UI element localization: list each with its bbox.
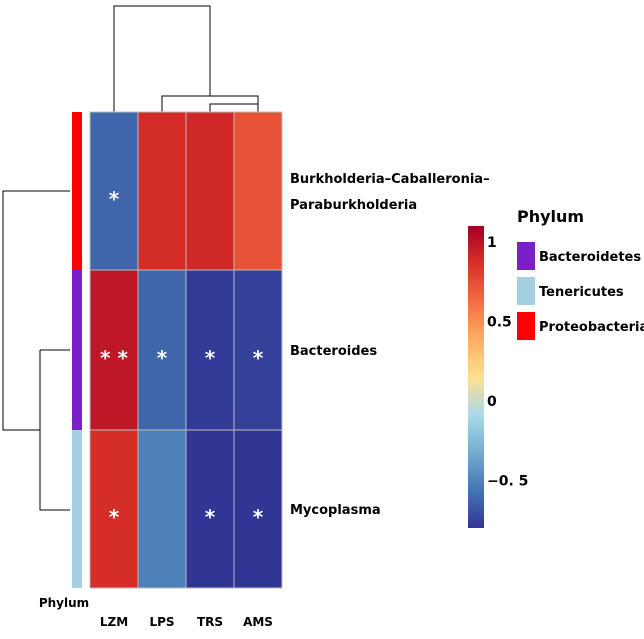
phylum-axis-label: Phylum xyxy=(39,596,89,610)
phylum-annotation-cell xyxy=(72,270,82,430)
legend-label: Proteobacteria xyxy=(539,320,644,335)
colorbar-ticks: 1 0.5 0 −0. 5 xyxy=(487,235,528,489)
legend-label: Bacteroidetes xyxy=(539,250,641,265)
phylum-annotation-cell xyxy=(72,430,82,588)
row-labels: Burkholderia–Caballeronia– Paraburkholder… xyxy=(290,172,490,518)
heatmap-cell xyxy=(89,429,139,589)
heatmap-cell xyxy=(233,429,283,589)
significance-mark: * * xyxy=(100,346,128,370)
significance-mark: * xyxy=(205,505,216,529)
row-dendrogram xyxy=(2,190,70,511)
significance-mark: * xyxy=(109,187,120,211)
phylum-legend: Phylum Bacteroidetes Tenericutes Proteobac… xyxy=(517,207,644,340)
significance-mark: * xyxy=(157,346,168,370)
heatmap-cells xyxy=(89,111,283,589)
row-label: Burkholderia–Caballeronia– xyxy=(290,172,490,187)
heatmap-cell xyxy=(89,269,139,431)
column-labels: LZM LPS TRS AMS xyxy=(100,615,273,629)
legend-label: Tenericutes xyxy=(539,285,624,300)
heatmap-cell xyxy=(89,111,139,271)
legend-swatch xyxy=(517,242,535,270)
row-label: Mycoplasma xyxy=(290,503,381,518)
significance-mark: * xyxy=(253,505,264,529)
heatmap-cell xyxy=(233,269,283,431)
heatmap-cell xyxy=(137,269,187,431)
column-dendrogram xyxy=(113,5,259,112)
row-label: Bacteroides xyxy=(290,344,377,359)
row-label: Paraburkholderia xyxy=(290,198,417,213)
colorbar: 1 0.5 0 −0. 5 xyxy=(468,226,528,528)
legend-title: Phylum xyxy=(517,207,584,226)
significance-mark: * xyxy=(109,505,120,529)
phylum-annotation-cell xyxy=(72,112,82,270)
heatmap-cell xyxy=(185,111,235,271)
heatmap-cell xyxy=(137,429,187,589)
heatmap-cell xyxy=(233,111,283,271)
heatmap-cell xyxy=(137,111,187,271)
significance-mark: * xyxy=(253,346,264,370)
column-label: LZM xyxy=(100,615,128,629)
colorbar-gradient xyxy=(468,226,484,528)
column-label: LPS xyxy=(149,615,174,629)
legend-swatch xyxy=(517,277,535,305)
column-label: AMS xyxy=(243,615,273,629)
legend-items: Bacteroidetes Tenericutes Proteobacteria xyxy=(517,242,644,340)
phylum-annotation-bar xyxy=(72,112,82,588)
column-label: TRS xyxy=(197,615,223,629)
colorbar-tick-label: 0 xyxy=(487,394,497,410)
significance-mark: * xyxy=(205,346,216,370)
colorbar-tick-label: 0.5 xyxy=(487,314,512,330)
colorbar-tick-label: 1 xyxy=(487,235,497,251)
colorbar-tick-label: −0. 5 xyxy=(487,473,528,489)
legend-swatch xyxy=(517,312,535,340)
significance-marks: * * * * * * * * * xyxy=(100,187,264,529)
